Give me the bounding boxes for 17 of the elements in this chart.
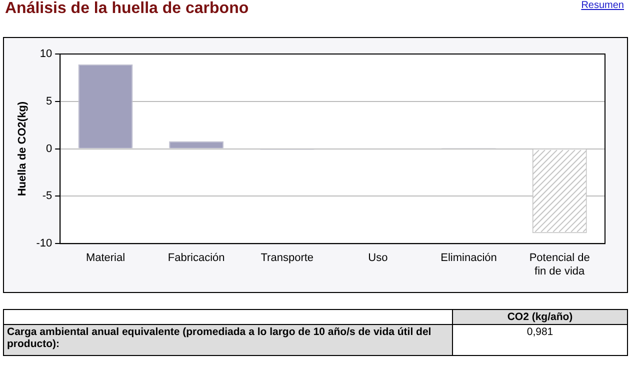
text: 0,981: [452, 324, 628, 356]
x-tick-label: Fabricación: [168, 252, 225, 264]
y-tick-label: 0: [46, 142, 52, 155]
y-tick-label: -10: [36, 238, 52, 250]
text: Resumen: [581, 0, 624, 11]
y-axis-title: Huella de CO2(kg): [16, 101, 29, 196]
y-tick-label: -5: [42, 190, 52, 202]
x-tick-label: Transporte: [260, 252, 314, 264]
y-tick-label: 10: [40, 48, 52, 60]
x-tick-label: Material: [86, 252, 126, 264]
x-tick-label: Uso: [368, 252, 388, 264]
y-tick-label: 5: [46, 95, 52, 108]
x-tick-label: Eliminación: [440, 252, 497, 264]
chart-title: Análisis de la huella de carbono: [5, 0, 249, 18]
text: CO2 (kg/año): [452, 310, 628, 324]
text: Carga ambiental anual equivalente (promediada a lo largo de 10 año/s de vida útil del producto):: [4, 324, 452, 356]
x-tick-label: Potencial de fin de vida: [529, 252, 590, 278]
